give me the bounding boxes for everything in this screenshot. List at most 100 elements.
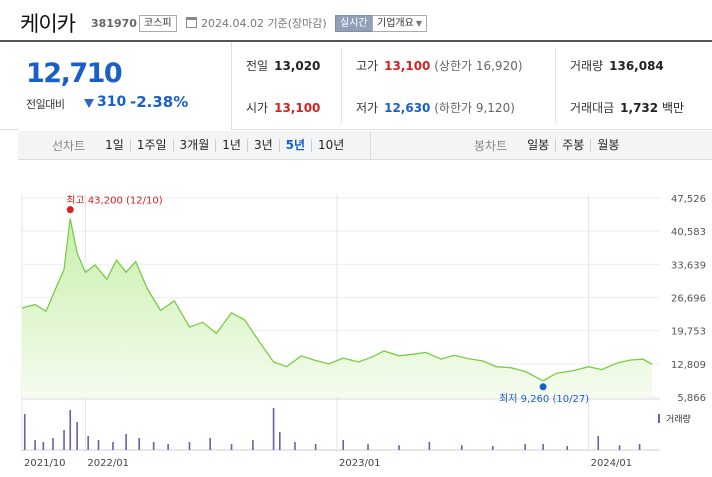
volume-bar: [491, 446, 494, 450]
stock-name: 케이카: [20, 12, 76, 36]
price-line: [21, 218, 653, 382]
chevron-down-icon: ▼: [415, 19, 422, 28]
amount-cell: 거래대금 1,732 백만: [570, 99, 684, 117]
volume-bar: [278, 432, 281, 450]
volume-bar: [294, 442, 296, 450]
candle-chart-periods: 봉차트 일봉 주봉 월봉: [474, 137, 625, 154]
volume-bar: [209, 438, 211, 450]
low-marker: [539, 383, 547, 391]
volume-bar: [252, 440, 254, 450]
y-tick-label: 5,866: [677, 393, 706, 404]
high-value: 13,100: [384, 59, 431, 73]
y-tick-label: 33,639: [671, 260, 706, 271]
x-tick-label: 2021/10: [24, 458, 66, 469]
open-value: 13,100: [274, 101, 321, 115]
column-divider: [555, 47, 556, 123]
volume-bar: [34, 440, 36, 450]
volume-bar: [566, 446, 569, 450]
candle-option-1[interactable]: 주봉: [555, 139, 590, 152]
prev-close-value: 13,020: [274, 59, 321, 73]
column-divider: [341, 47, 342, 123]
line-chart-periods: 선차트 1일 1주일 3개월 1년 3년 5년 10년: [52, 137, 350, 154]
period-option-2[interactable]: 3개월: [172, 139, 216, 152]
y-tick-label: 26,696: [671, 294, 706, 305]
volume-bar: [367, 444, 369, 450]
volume-bar: [152, 442, 155, 450]
y-tick-label: 47,526: [671, 194, 706, 205]
period-toolbar: 선차트 1일 1주일 3개월 1년 3년 5년 10년 봉차트 일봉 주봉 월봉: [18, 131, 712, 160]
volume-bar: [428, 442, 431, 450]
volume-value: 136,084: [609, 59, 664, 73]
amount-value: 1,732: [620, 101, 659, 115]
volume-bar: [76, 422, 78, 450]
candle-chart-title: 봉차트: [474, 139, 508, 153]
volume-bar: [230, 444, 233, 450]
reference-date: 2024.04.02 기준(장마감): [201, 17, 327, 30]
current-price: 12,710: [26, 58, 123, 89]
change-percent: -2.38%: [130, 93, 189, 111]
period-option-6[interactable]: 10년: [311, 139, 350, 152]
stock-code: 381970: [91, 17, 137, 30]
volume-bar: [542, 444, 544, 450]
x-tick-label: 2022/01: [87, 458, 129, 469]
upper-limit: (상한가 16,920): [434, 59, 523, 73]
price-area: [22, 218, 652, 397]
price-chart: 47,526 40,583 33,639 26,696 19,753 12,809 5,86…: [0, 160, 712, 477]
line-chart-title: 선차트: [52, 139, 86, 153]
high-label: 고가: [356, 59, 379, 73]
low-annotation: 최저 9,260 (10/27): [499, 393, 589, 405]
volume-bar: [23, 414, 26, 450]
volume-label: 거래량: [570, 59, 604, 73]
price-box: 12,710 전일대비 310 -2.38%: [18, 42, 232, 130]
low-label: 저가: [356, 101, 379, 115]
quote-summary: 12,710 전일대비 310 -2.38% 전일 13,020 시가 13,100…: [0, 42, 712, 130]
volume-bar: [125, 434, 127, 450]
company-overview-button[interactable]: 기업개요 ▼: [372, 15, 427, 32]
market-badge: 코스피: [139, 15, 177, 32]
open-label: 시가: [246, 101, 269, 115]
volume-bar: [69, 410, 72, 450]
volume-bar: [52, 438, 54, 450]
volume-bar: [87, 436, 89, 450]
stock-header: 케이카 381970 코스피 2024.04.02 기준(장마감) 실시간 기업…: [0, 0, 712, 42]
x-tick-label: 2023/01: [339, 458, 381, 469]
period-option-5[interactable]: 5년: [278, 139, 311, 152]
volume-bar: [524, 444, 526, 450]
volume-cell: 거래량 136,084: [570, 57, 664, 75]
volume-bar: [167, 444, 169, 450]
lower-limit: (하한가 9,120): [434, 101, 515, 115]
x-tick-label: 2024/01: [591, 458, 633, 469]
prev-close-label: 전일: [246, 59, 269, 73]
volume-bar: [272, 408, 275, 450]
realtime-button[interactable]: 실시간: [335, 15, 373, 32]
volume-bar: [97, 440, 100, 450]
toolbar-divider: [370, 131, 371, 160]
candle-option-0[interactable]: 일봉: [527, 138, 550, 152]
high-cell: 고가 13,100 (상한가 16,920): [356, 57, 523, 75]
volume-bar: [460, 445, 463, 450]
volume-bar: [342, 440, 345, 450]
amount-unit: 백만: [661, 101, 685, 115]
period-option-1[interactable]: 1주일: [129, 139, 173, 152]
volume-bar: [188, 442, 191, 450]
volume-bar: [63, 430, 65, 450]
y-tick-label: 40,583: [671, 227, 706, 238]
period-option-4[interactable]: 3년: [246, 139, 279, 152]
candle-option-2[interactable]: 월봉: [590, 139, 625, 152]
volume-legend-swatch: [658, 414, 660, 423]
period-option-0[interactable]: 1일: [105, 138, 124, 152]
volume-bar: [618, 445, 621, 450]
prev-close-cell: 전일 13,020: [246, 57, 320, 75]
change-label: 전일대비: [26, 98, 65, 111]
high-marker: [66, 206, 74, 214]
y-tick-label: 12,809: [671, 360, 706, 371]
y-tick-label: 19,753: [671, 327, 706, 338]
high-annotation: 최고 43,200 (12/10): [66, 195, 162, 207]
volume-bar: [138, 438, 140, 450]
volume-bar: [42, 442, 45, 450]
volume-label: 거래량: [666, 413, 691, 425]
down-triangle-icon: [84, 99, 94, 108]
open-cell: 시가 13,100: [246, 99, 320, 117]
calendar-icon: [186, 17, 197, 28]
period-option-3[interactable]: 1년: [215, 139, 247, 152]
